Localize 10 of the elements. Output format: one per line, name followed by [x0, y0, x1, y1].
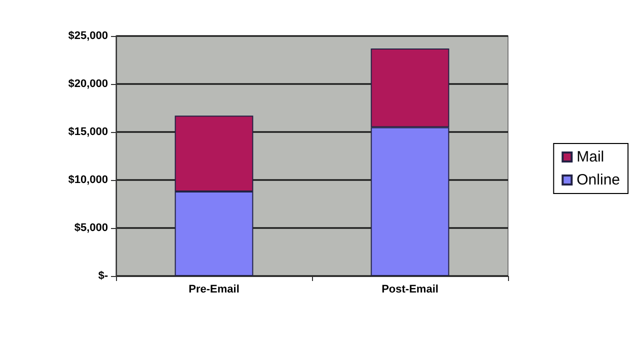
legend-label: Online: [576, 172, 620, 188]
y-tick-label: $20,000: [68, 78, 108, 90]
x-tick-label: Pre-Email: [188, 284, 240, 296]
x-tick-label: Post-Email: [382, 284, 438, 296]
y-tick-label: $-: [98, 270, 108, 282]
y-tick-label: $10,000: [68, 174, 108, 186]
y-tick-label: $5,000: [74, 222, 108, 234]
legend-label: Mail: [576, 148, 604, 166]
y-tick-label: $15,000: [68, 126, 108, 138]
y-tick-label: $25,000: [68, 30, 108, 42]
